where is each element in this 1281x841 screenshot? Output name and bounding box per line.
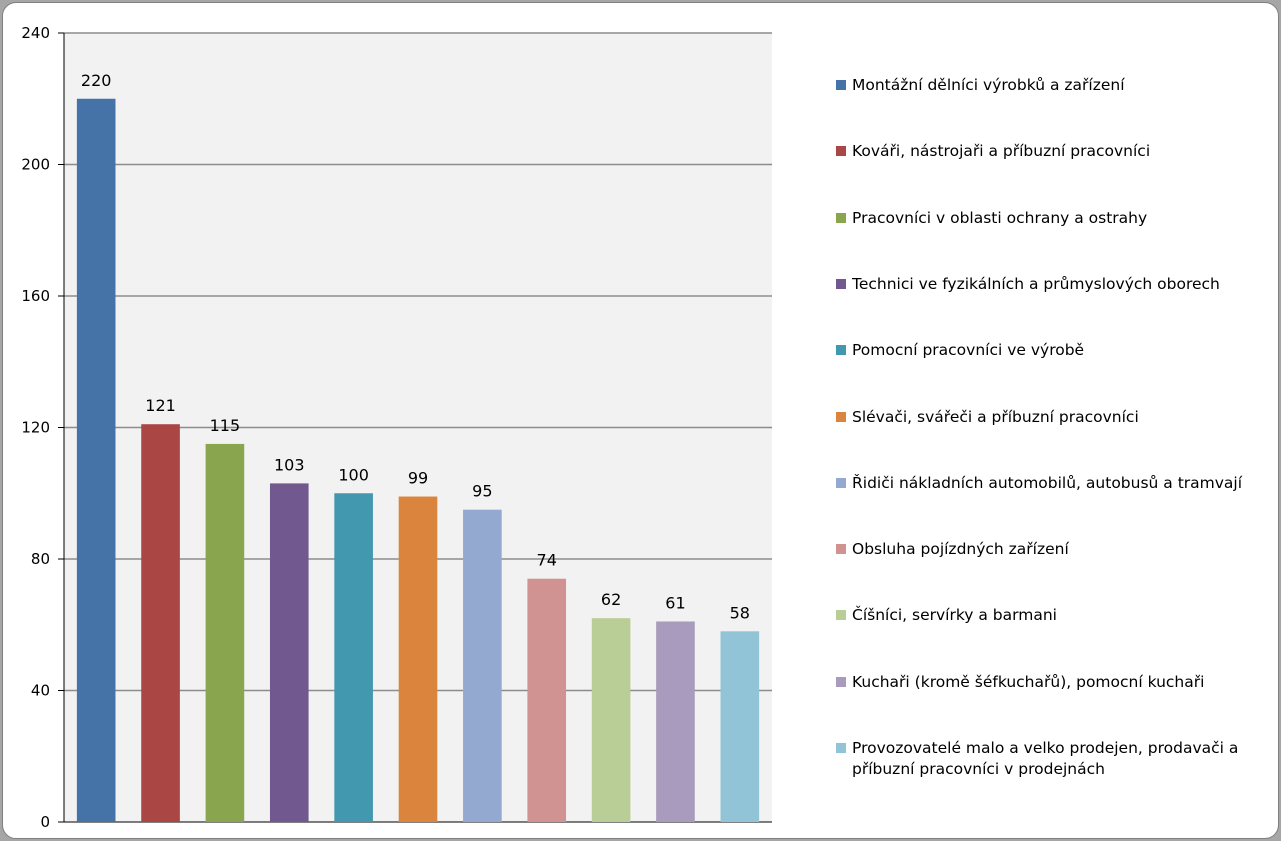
data-label: 61: [665, 593, 685, 612]
data-label: 121: [145, 396, 176, 415]
y-tick-label: 0: [40, 813, 50, 831]
bar: [656, 621, 695, 822]
bar: [76, 98, 116, 822]
legend-label: Pomocní pracovníci ve výrobě: [852, 341, 1085, 360]
bar: [591, 618, 631, 822]
legend-swatch: [836, 278, 846, 289]
data-label: 220: [81, 71, 112, 90]
legend-swatch: [836, 743, 846, 753]
legend-item: Pracovníci v oblasti ochrany a ostrahy: [836, 208, 1256, 229]
data-label: 95: [472, 482, 492, 501]
legend-item: Kováři, nástrojaři a příbuzní pracovníci: [836, 141, 1256, 162]
legend-item: Technici ve fyzikálních a průmyslových o…: [836, 274, 1256, 295]
legend-swatch: [836, 544, 846, 555]
legend-swatch: [836, 610, 846, 621]
legend-swatch: [836, 676, 846, 687]
bar: [463, 509, 502, 822]
legend-item: Kuchaři (kromě šéfkuchařů), pomocní kuch…: [836, 672, 1256, 693]
legend-label: Slévači, svářeči a příbuzní pracovníci: [852, 407, 1139, 426]
y-tick-label: 120: [21, 419, 50, 437]
legend-item: Montážní dělníci výrobků a zařízení: [836, 75, 1256, 96]
data-label: 62: [601, 590, 621, 609]
bar: [269, 483, 309, 822]
y-tick-label: 200: [21, 156, 50, 174]
legend-label: Číšníci, servírky a barmani: [852, 606, 1057, 625]
bar: [398, 496, 438, 822]
legend-swatch: [836, 477, 846, 488]
data-label: 99: [408, 469, 428, 488]
bar: [334, 493, 373, 822]
legend-label: Technici ve fyzikálních a průmyslových o…: [852, 274, 1220, 293]
data-label: 58: [730, 603, 750, 622]
bar: [527, 578, 567, 822]
y-tick-label: 240: [21, 24, 50, 42]
legend-label: Pracovníci v oblasti ochrany a ostrahy: [852, 208, 1148, 227]
legend-label: Kováři, nástrojaři a příbuzní pracovníci: [852, 142, 1151, 161]
bar-chart: 0 40 80 120 160 200 240 220 121 115 103 100 99 95 74 62…: [21, 24, 772, 831]
legend-item: Provozovatelé malo a velko prodejen, pro…: [836, 738, 1256, 780]
y-tick-label: 160: [21, 287, 50, 305]
legend-item: Pomocní pracovníci ve výrobě: [836, 340, 1256, 361]
legend-item: Řidiči nákladních automobilů, autobusů a…: [836, 473, 1256, 494]
y-tick-label: 80: [31, 550, 50, 568]
legend-item: Obsluha pojízdných zařízení: [836, 539, 1256, 560]
data-label: 100: [338, 465, 369, 484]
legend-label: Řidiči nákladních automobilů, autobusů a…: [852, 473, 1243, 492]
legend-swatch: [836, 212, 846, 223]
legend-label: Obsluha pojízdných zařízení: [852, 540, 1069, 559]
legend-swatch: [836, 146, 846, 157]
legend-label: Kuchaři (kromě šéfkuchařů), pomocní kuch…: [852, 672, 1205, 691]
legend-label: Montážní dělníci výrobků a zařízení: [852, 76, 1125, 94]
bar: [205, 443, 245, 822]
data-label: 74: [537, 551, 557, 570]
bar: [720, 631, 760, 822]
y-tick-label: 40: [31, 682, 50, 700]
bar: [141, 424, 180, 822]
data-label: 115: [210, 416, 241, 435]
legend-item: Číšníci, servírky a barmani: [836, 605, 1256, 626]
legend-item: Slévači, svářeči a příbuzní pracovníci: [836, 407, 1256, 428]
legend-swatch: [836, 345, 846, 356]
data-label: 103: [274, 455, 305, 474]
legend-swatch: [836, 411, 846, 422]
legend-label: Provozovatelé malo a velko prodejen, pro…: [852, 739, 1239, 778]
legend-swatch: [836, 80, 846, 90]
